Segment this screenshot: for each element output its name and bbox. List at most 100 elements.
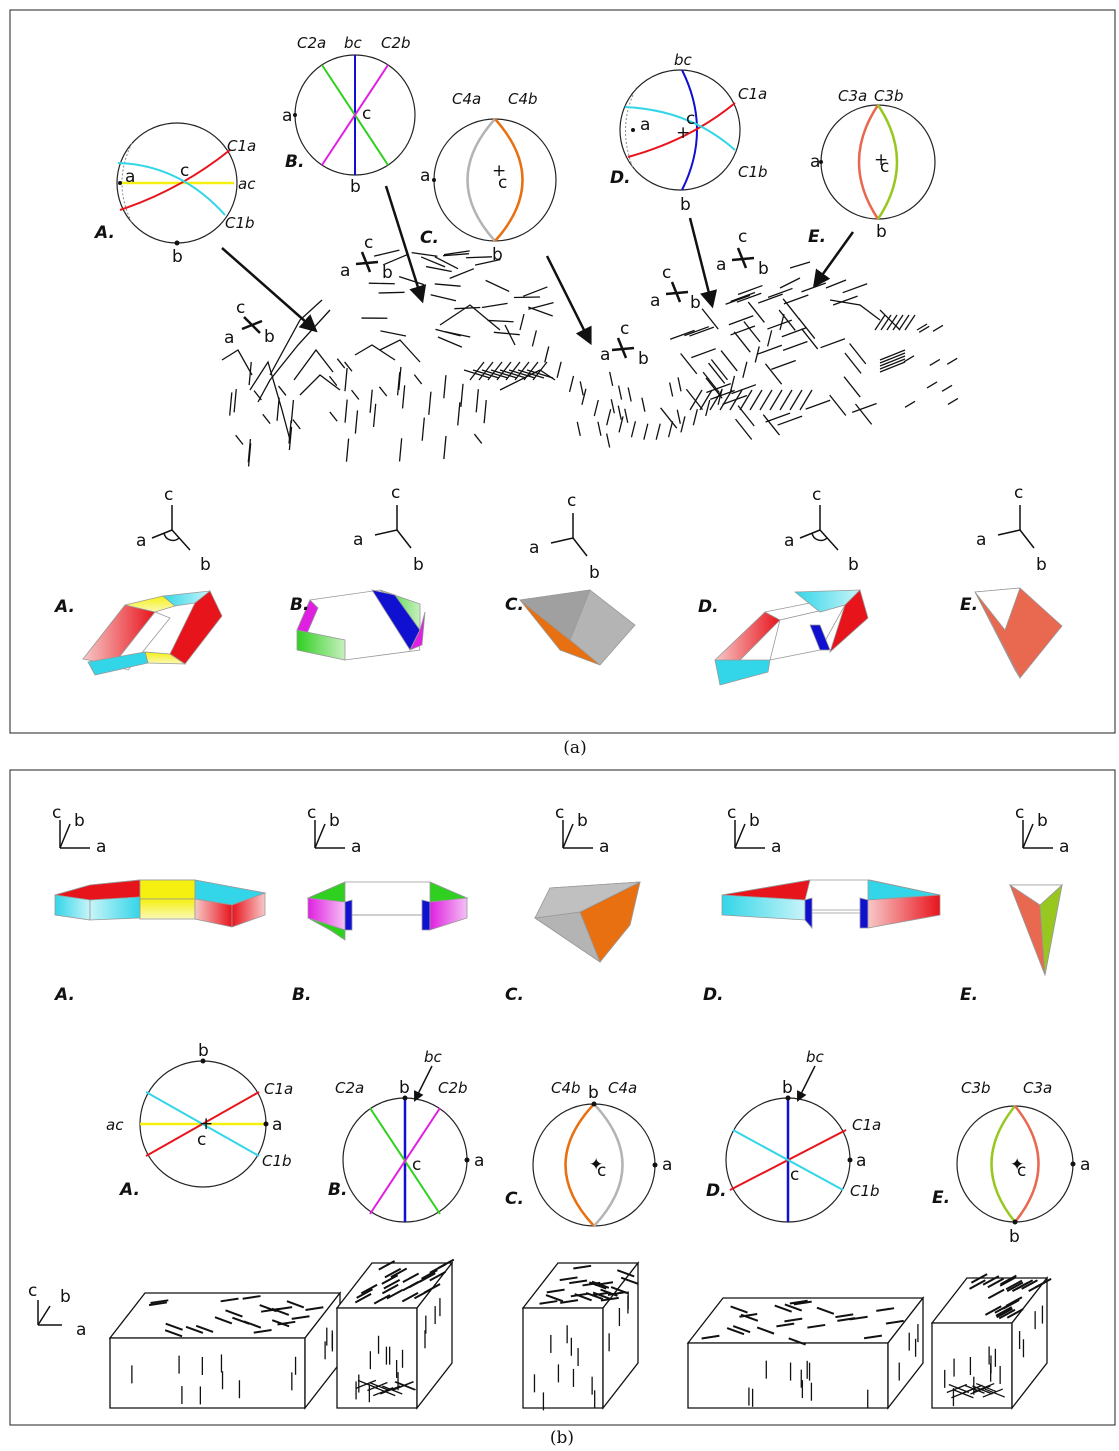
svg-text:b: b: [1009, 1227, 1020, 1247]
svg-text:a: a: [640, 115, 650, 135]
svg-text:ac: ac: [106, 1116, 124, 1134]
svg-text:bc: bc: [806, 1048, 825, 1066]
axis-triad-b-bottom: c b a: [28, 1281, 86, 1340]
svg-text:a: a: [810, 152, 820, 172]
svg-text:c: c: [1014, 483, 1023, 503]
svg-text:a: a: [76, 1320, 86, 1340]
svg-text:a: a: [1080, 1155, 1090, 1175]
svg-text:C3a: C3a: [1023, 1079, 1052, 1097]
svg-text:b: b: [350, 177, 361, 197]
svg-text:C4a: C4a: [452, 90, 481, 108]
svg-text:bc: bc: [424, 1048, 443, 1066]
svg-text:C2b: C2b: [381, 34, 411, 52]
svg-text:+: +: [676, 123, 690, 143]
svg-text:b: b: [382, 263, 393, 283]
svg-text:b: b: [588, 1083, 599, 1103]
svg-text:b: b: [782, 1078, 793, 1098]
svg-text:b: b: [1036, 555, 1047, 575]
svg-text:+: +: [199, 1114, 213, 1134]
svg-text:C1b: C1b: [850, 1182, 880, 1200]
svg-text:C1a: C1a: [852, 1116, 881, 1134]
stereonet-a-top: a b c C1a ac C1b A.: [93, 123, 256, 267]
svg-text:a: a: [771, 837, 781, 857]
svg-text:ac: ac: [238, 175, 256, 193]
svg-text:D.: D.: [698, 597, 719, 617]
svg-text:+: +: [874, 150, 888, 170]
svg-text:b: b: [749, 811, 760, 831]
svg-text:a: a: [662, 1155, 672, 1175]
svg-text:C2a: C2a: [297, 34, 326, 52]
svg-text:D.: D.: [706, 1181, 727, 1201]
svg-text:B.: B.: [328, 1180, 347, 1200]
svg-text:c: c: [662, 263, 671, 283]
crystal-b-b: [308, 882, 467, 940]
stereonet-b-bottom: b a c bc C2a C2b B.: [328, 1048, 484, 1222]
svg-text:c: c: [412, 1155, 421, 1175]
svg-text:c: c: [180, 161, 189, 181]
svg-text:C.: C.: [505, 985, 524, 1005]
svg-text:✦: ✦: [1010, 1155, 1024, 1175]
svg-text:c: c: [28, 1281, 37, 1301]
svg-text:a: a: [224, 328, 234, 348]
svg-text:a: a: [529, 538, 539, 558]
svg-text:c: c: [391, 483, 400, 503]
svg-text:c: c: [620, 319, 629, 339]
svg-text:b: b: [399, 1078, 410, 1098]
svg-text:A.: A.: [118, 1180, 140, 1200]
svg-text:b: b: [680, 195, 691, 215]
svg-text:E.: E.: [808, 227, 826, 247]
svg-text:D.: D.: [703, 985, 724, 1005]
stereonet-e-bottom: b a c ✦ C3b C3a E.: [932, 1079, 1090, 1247]
crystal-a-a: [83, 591, 222, 675]
svg-text:C.: C.: [420, 228, 439, 248]
svg-text:C1a: C1a: [738, 85, 767, 103]
svg-text:a: a: [353, 530, 363, 550]
svg-text:c: c: [1015, 803, 1024, 823]
axis-triads-a: cab cab cab cab cab: [136, 483, 1047, 583]
crystal-a-b: [55, 880, 265, 927]
svg-text:E.: E.: [960, 595, 978, 615]
label-a-top: A.: [93, 223, 115, 243]
stereonet-d-bottom: b a c bc C1a C1b D.: [706, 1048, 881, 1222]
svg-text:b: b: [198, 1041, 209, 1061]
svg-text:b: b: [1037, 811, 1048, 831]
svg-text:b: b: [577, 811, 588, 831]
svg-text:b: b: [200, 555, 211, 575]
svg-text:C3a: C3a: [838, 87, 867, 105]
stereonet-d-top: a b c + bc C1a C1b D.: [610, 51, 768, 215]
svg-text:c: c: [362, 104, 371, 124]
svg-text:a: a: [600, 345, 610, 365]
svg-text:a: a: [1059, 837, 1069, 857]
crystal-c-a: [520, 590, 635, 665]
svg-text:C1a: C1a: [264, 1080, 293, 1098]
stereonet-b-top: a b c C2a bc C2b B.: [282, 34, 415, 197]
svg-text:C1b: C1b: [738, 163, 768, 181]
fabric-strokes: [222, 250, 958, 466]
svg-text:a: a: [856, 1151, 866, 1171]
svg-text:E.: E.: [960, 985, 978, 1005]
svg-text:b: b: [264, 327, 275, 347]
svg-text:E.: E.: [932, 1188, 950, 1208]
svg-text:c: c: [236, 298, 245, 318]
caption-b: (b): [550, 1428, 574, 1447]
svg-text:a: a: [716, 255, 726, 275]
svg-text:c: c: [727, 803, 736, 823]
svg-text:c: c: [738, 227, 747, 247]
svg-text:b: b: [848, 555, 859, 575]
fabric-blocks: [110, 1260, 1051, 1411]
svg-text:b: b: [413, 555, 424, 575]
svg-text:C.: C.: [505, 595, 524, 615]
svg-text:C2a: C2a: [335, 1079, 364, 1097]
svg-text:a: a: [340, 261, 350, 281]
svg-text:✦: ✦: [589, 1155, 603, 1175]
crystal-c-b: [535, 882, 640, 962]
svg-text:C3b: C3b: [961, 1079, 991, 1097]
svg-text:a: a: [272, 1115, 282, 1135]
svg-text:b: b: [638, 349, 649, 369]
stereonet-c-top: a b c + C4a C4b C.: [420, 90, 556, 265]
svg-text:a: a: [474, 1151, 484, 1171]
caption-a: (a): [563, 738, 586, 758]
svg-text:c: c: [364, 233, 373, 253]
svg-text:a: a: [136, 531, 146, 551]
svg-text:a: a: [96, 837, 106, 857]
